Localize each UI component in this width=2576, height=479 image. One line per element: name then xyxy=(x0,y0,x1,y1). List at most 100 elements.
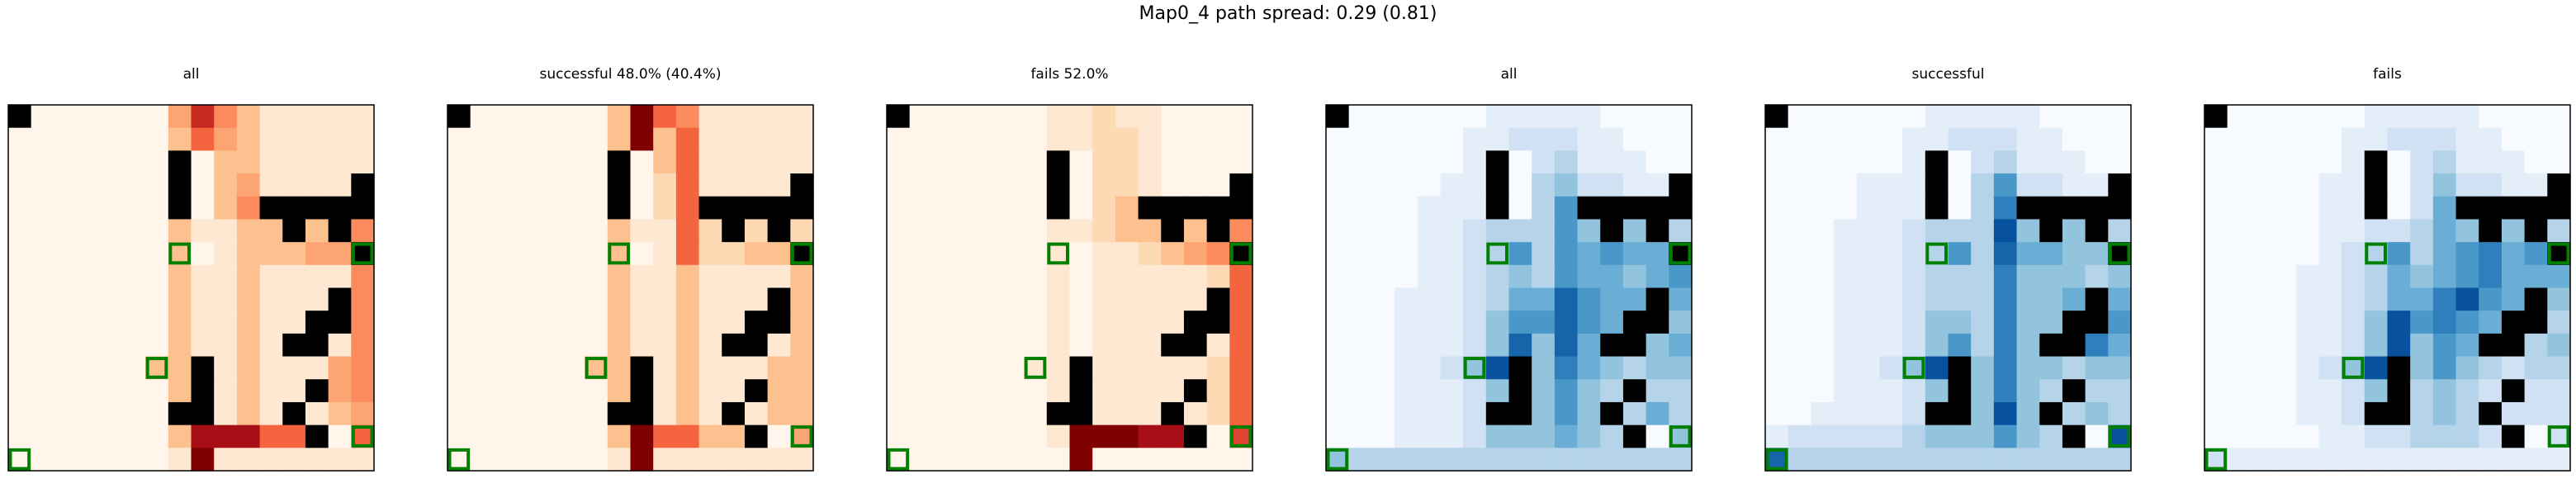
heat-cell xyxy=(1326,219,1350,243)
heat-cell xyxy=(2227,356,2251,380)
heat-cell xyxy=(2479,287,2503,311)
heat-cell xyxy=(1856,333,1881,358)
heat-cell xyxy=(2524,127,2548,151)
heat-cell xyxy=(77,196,101,221)
heat-cell xyxy=(887,264,911,289)
heat-cell xyxy=(1834,264,1858,289)
heat-cell xyxy=(1577,356,1601,380)
heat-cell xyxy=(1069,287,1093,311)
heat-cell xyxy=(1348,448,1372,472)
heat-cell xyxy=(1046,219,1071,243)
heat-cell xyxy=(653,264,677,289)
heat-cell xyxy=(470,287,494,311)
heat-cell xyxy=(932,424,956,448)
heat-cell xyxy=(99,150,124,174)
heat-cell xyxy=(675,127,700,151)
heat-cell xyxy=(1993,242,2018,266)
heat-cell xyxy=(1348,356,1372,380)
heat-cell xyxy=(1138,242,1162,266)
heat-cell xyxy=(470,150,494,174)
heat-cell xyxy=(722,242,746,266)
heat-cell xyxy=(516,127,540,151)
heat-cell xyxy=(1138,173,1162,197)
heat-cell xyxy=(2295,379,2320,403)
heat-cell xyxy=(54,150,78,174)
heat-cell xyxy=(2204,379,2228,403)
heat-cell xyxy=(1229,127,1253,151)
heat-cell xyxy=(1440,105,1464,129)
heat-cell xyxy=(145,219,169,243)
heat-cell xyxy=(2295,356,2320,380)
heat-cell xyxy=(31,105,54,129)
heat-cell xyxy=(54,196,78,221)
wall-cell xyxy=(744,333,769,358)
heat-cell xyxy=(122,264,146,289)
heat-cell xyxy=(305,242,329,266)
heat-cell xyxy=(1646,356,1669,380)
heat-cell xyxy=(744,242,769,266)
heat-cell xyxy=(1348,311,1372,334)
heat-cell xyxy=(2295,448,2320,472)
heat-cell xyxy=(1206,379,1230,403)
heat-cell xyxy=(2364,448,2389,472)
wall-cell xyxy=(328,196,352,221)
heat-cell xyxy=(955,379,979,403)
wall-cell xyxy=(1669,173,1693,197)
heat-cell xyxy=(585,219,608,243)
heat-cell xyxy=(1206,242,1230,266)
heat-cell xyxy=(1183,356,1208,380)
heat-cell xyxy=(168,424,192,448)
wall-cell xyxy=(887,105,911,129)
heat-cell xyxy=(2364,287,2389,311)
wall-cell xyxy=(1046,401,1071,426)
heat-cell xyxy=(1669,356,1693,380)
heat-cell xyxy=(2062,401,2086,426)
heat-cell xyxy=(214,264,238,289)
wall-cell xyxy=(744,311,769,334)
wall-cell xyxy=(2016,196,2040,221)
heat-cell xyxy=(978,242,1002,266)
heat-cell xyxy=(191,196,215,221)
heat-cell xyxy=(887,401,911,426)
heat-cell xyxy=(54,379,78,403)
heat-cell xyxy=(1229,287,1253,311)
heat-cell xyxy=(607,424,632,448)
heat-cell xyxy=(1925,287,1949,311)
goal-marker xyxy=(1669,242,1692,265)
heat-cell xyxy=(2479,105,2503,129)
heat-cell xyxy=(2273,219,2297,243)
heat-cell xyxy=(2085,173,2109,197)
heatmap-panel-1 xyxy=(7,104,375,472)
heat-cell xyxy=(122,219,146,243)
heat-cell xyxy=(561,219,585,243)
panel-title-5: successful xyxy=(1911,66,1985,83)
heat-cell xyxy=(1622,356,1647,380)
heat-cell xyxy=(1600,379,1624,403)
heat-cell xyxy=(2108,150,2132,174)
heat-cell xyxy=(516,333,540,358)
heat-cell xyxy=(1463,242,1487,266)
heat-cell xyxy=(8,150,32,174)
heat-cell xyxy=(2318,127,2342,151)
heat-cell xyxy=(1115,401,1139,426)
heat-cell xyxy=(2318,379,2342,403)
wall-cell xyxy=(698,196,722,221)
goal-marker xyxy=(2108,242,2131,265)
heat-cell xyxy=(2432,105,2457,129)
heat-cell xyxy=(236,311,261,334)
heat-cell xyxy=(561,379,585,403)
heat-cell xyxy=(8,127,32,151)
heat-cell xyxy=(1622,219,1647,243)
heat-cell xyxy=(2410,105,2434,129)
heat-cell xyxy=(1879,219,1903,243)
heat-cell xyxy=(447,287,471,311)
heat-cell xyxy=(191,448,215,472)
heat-cell xyxy=(447,127,471,151)
heat-cell xyxy=(1417,196,1442,221)
heat-cell xyxy=(887,242,911,266)
heat-cell xyxy=(2062,127,2086,151)
heat-cell xyxy=(122,242,146,266)
heat-cell xyxy=(767,264,791,289)
heat-cell xyxy=(1902,150,1926,174)
heat-cell xyxy=(1417,448,1442,472)
